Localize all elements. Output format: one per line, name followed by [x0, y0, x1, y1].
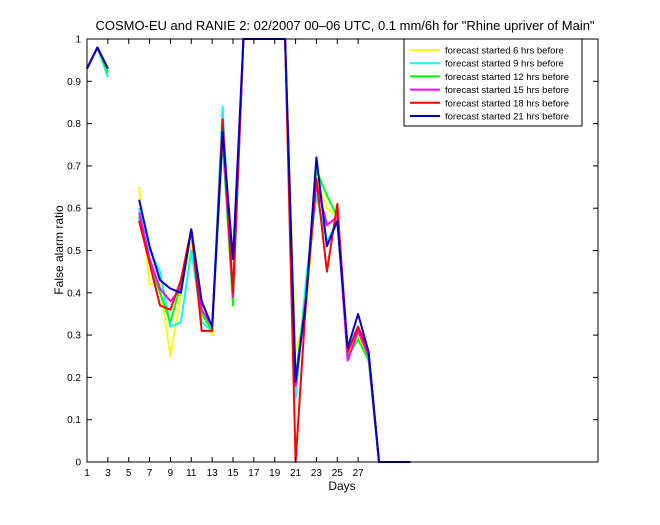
x-tick-label: 17: [248, 468, 260, 479]
x-tick-label: 3: [105, 468, 111, 479]
legend-label-5: forecast started 18 hrs before: [445, 98, 569, 109]
x-tick-label: 9: [168, 468, 174, 479]
y-tick-label: 0.9: [67, 77, 81, 88]
x-tick-label: 5: [126, 468, 132, 479]
legend-label-1: forecast started 6 hrs before: [445, 46, 564, 57]
x-tick-label: 13: [207, 468, 219, 479]
y-tick-label: 0.2: [67, 373, 81, 384]
x-tick-label: 21: [290, 468, 302, 479]
y-tick-label: 1: [75, 35, 81, 46]
legend: forecast started 6 hrs before forecast st…: [403, 38, 583, 127]
legend-label-6: forecast started 21 hrs before: [445, 112, 569, 123]
x-tick-label: 7: [147, 468, 153, 479]
x-tick-label: 15: [227, 468, 239, 479]
x-tick-label: 1: [84, 468, 90, 479]
tick-layer: 1 3 5 7 9 11 13 15 17 19 21 23 25 2700.10.20.30.40.50…: [67, 35, 598, 479]
y-tick-label: 0.8: [67, 119, 81, 130]
y-tick-label: 0.5: [67, 246, 81, 257]
x-tick-label: 11: [186, 468, 197, 479]
y-tick-label: 0.3: [67, 331, 81, 342]
chart-title: COSMO-EU and RANIE 2: 02/2007 00–06 UTC,…: [95, 18, 594, 33]
x-tick-label: 27: [353, 468, 365, 479]
legend-label-2: forecast started 9 hrs before: [445, 59, 564, 70]
legend-box: [403, 38, 583, 127]
x-axis-label: Days: [328, 479, 355, 493]
legend-label-3: forecast started 12 hrs before: [445, 72, 569, 83]
y-tick-label: 0.6: [67, 204, 81, 215]
y-axis-label: False alarm ratio: [52, 205, 66, 295]
y-tick-label: 0.1: [67, 415, 81, 426]
y-tick-label: 0: [75, 458, 81, 469]
y-tick-label: 0.4: [67, 288, 81, 299]
x-tick-label: 25: [332, 468, 344, 479]
x-tick-label: 23: [311, 468, 323, 479]
x-tick-label: 19: [269, 468, 281, 479]
legend-label-4: forecast started 15 hrs before: [445, 85, 569, 96]
y-tick-label: 0.7: [67, 161, 81, 172]
